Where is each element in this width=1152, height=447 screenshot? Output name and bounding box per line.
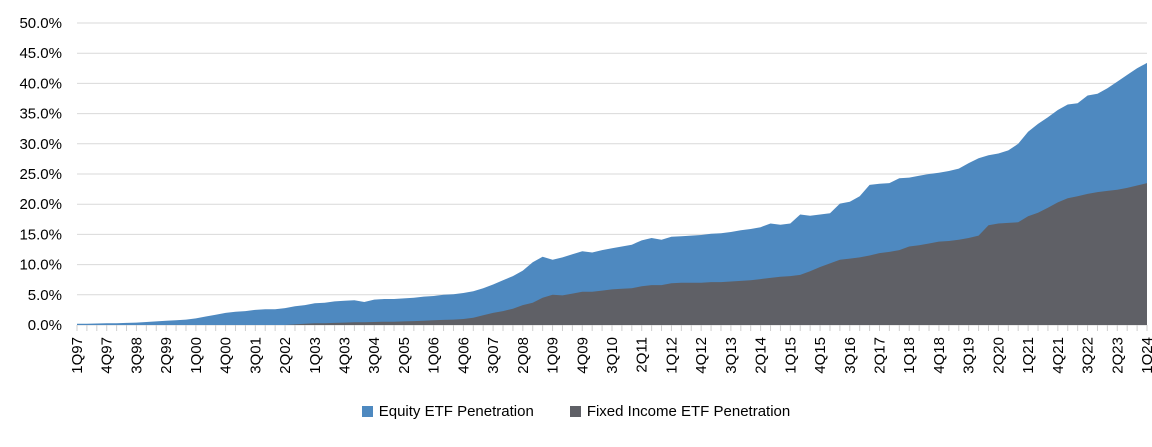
y-axis-label: 30.0% (19, 136, 62, 153)
x-axis-label: 1Q06 (426, 337, 443, 374)
y-axis-label: 40.0% (19, 75, 62, 92)
x-axis-label: 3Q16 (842, 337, 859, 374)
x-axis-label: 1Q15 (782, 337, 799, 374)
x-axis-label: 3Q07 (485, 337, 502, 374)
x-axis-label: 2Q23 (1109, 337, 1126, 374)
y-axis-label: 0.0% (28, 317, 62, 334)
chart-legend: Equity ETF Penetration Fixed Income ETF … (0, 403, 1152, 420)
legend-label-equity: Equity ETF Penetration (378, 403, 534, 420)
x-axis-label: 3Q10 (604, 337, 621, 374)
x-axis-label: 3Q22 (1080, 337, 1097, 374)
y-axis-label: 15.0% (19, 226, 62, 243)
x-axis-label: 4Q12 (693, 337, 710, 374)
x-axis-label: 3Q98 (128, 337, 145, 374)
x-axis-ticks (76, 325, 1148, 331)
y-axis-label: 5.0% (28, 287, 62, 304)
x-axis-label: 1Q00 (188, 337, 205, 374)
x-axis-labels: 1Q97 4Q97 3Q98 2Q99 1Q00 4Q00 3Q01 2Q02 1Q03 4Q03… (69, 337, 1152, 374)
fixed-income-area-series (77, 183, 1147, 325)
x-axis-label: 1Q18 (901, 337, 918, 374)
x-axis-label: 4Q15 (812, 337, 829, 374)
y-axis-label: 20.0% (19, 196, 62, 213)
x-axis-label: 4Q09 (574, 337, 591, 374)
y-axis-label: 45.0% (19, 45, 62, 62)
x-axis-label: 2Q11 (634, 337, 651, 373)
x-axis-label: 2Q99 (158, 337, 175, 374)
x-axis-label: 3Q04 (366, 337, 383, 374)
fixed-income-series-swatch (569, 406, 581, 417)
y-axis-labels: 0.0% 5.0% 10.0% 15.0% 20.0% 25.0% 30.0% 35.0% 40… (19, 15, 62, 334)
x-axis-label: 2Q17 (872, 337, 889, 374)
x-axis-label: 1Q21 (1020, 337, 1037, 374)
x-axis-label: 2Q14 (753, 337, 770, 374)
x-axis-label: 1Q97 (69, 337, 86, 374)
x-axis-label: 3Q19 (961, 337, 978, 374)
legend-item-fixed-income: Fixed Income ETF Penetration (569, 403, 791, 420)
x-axis-label: 2Q08 (515, 337, 532, 374)
y-axis-label: 10.0% (19, 257, 62, 274)
x-axis-label: 1Q09 (545, 337, 562, 374)
y-axis-label: 50.0% (19, 15, 62, 32)
equity-series-swatch (361, 406, 373, 417)
x-axis-label: 4Q06 (455, 337, 472, 374)
x-axis-label: 1Q24 (1139, 337, 1152, 374)
x-axis-label: 4Q21 (1050, 337, 1067, 374)
legend-item-equity: Equity ETF Penetration (361, 403, 534, 420)
x-axis-label: 2Q20 (990, 337, 1007, 374)
x-axis-label: 1Q12 (663, 337, 680, 374)
gridlines (77, 22, 1147, 326)
x-axis-label: 3Q13 (723, 337, 740, 374)
x-axis-label: 4Q18 (931, 337, 948, 374)
x-axis-label: 1Q03 (307, 337, 324, 374)
x-axis-label: 3Q01 (247, 337, 264, 374)
x-axis-label: 4Q97 (99, 337, 116, 374)
legend-label-fixed-income: Fixed Income ETF Penetration (586, 403, 791, 420)
x-axis-label: 4Q03 (337, 337, 354, 374)
x-axis-label: 2Q05 (396, 337, 413, 374)
y-axis-label: 25.0% (19, 166, 62, 183)
x-axis-label: 2Q02 (277, 337, 294, 374)
y-axis-label: 35.0% (19, 106, 62, 123)
x-axis-label: 4Q00 (218, 337, 235, 374)
